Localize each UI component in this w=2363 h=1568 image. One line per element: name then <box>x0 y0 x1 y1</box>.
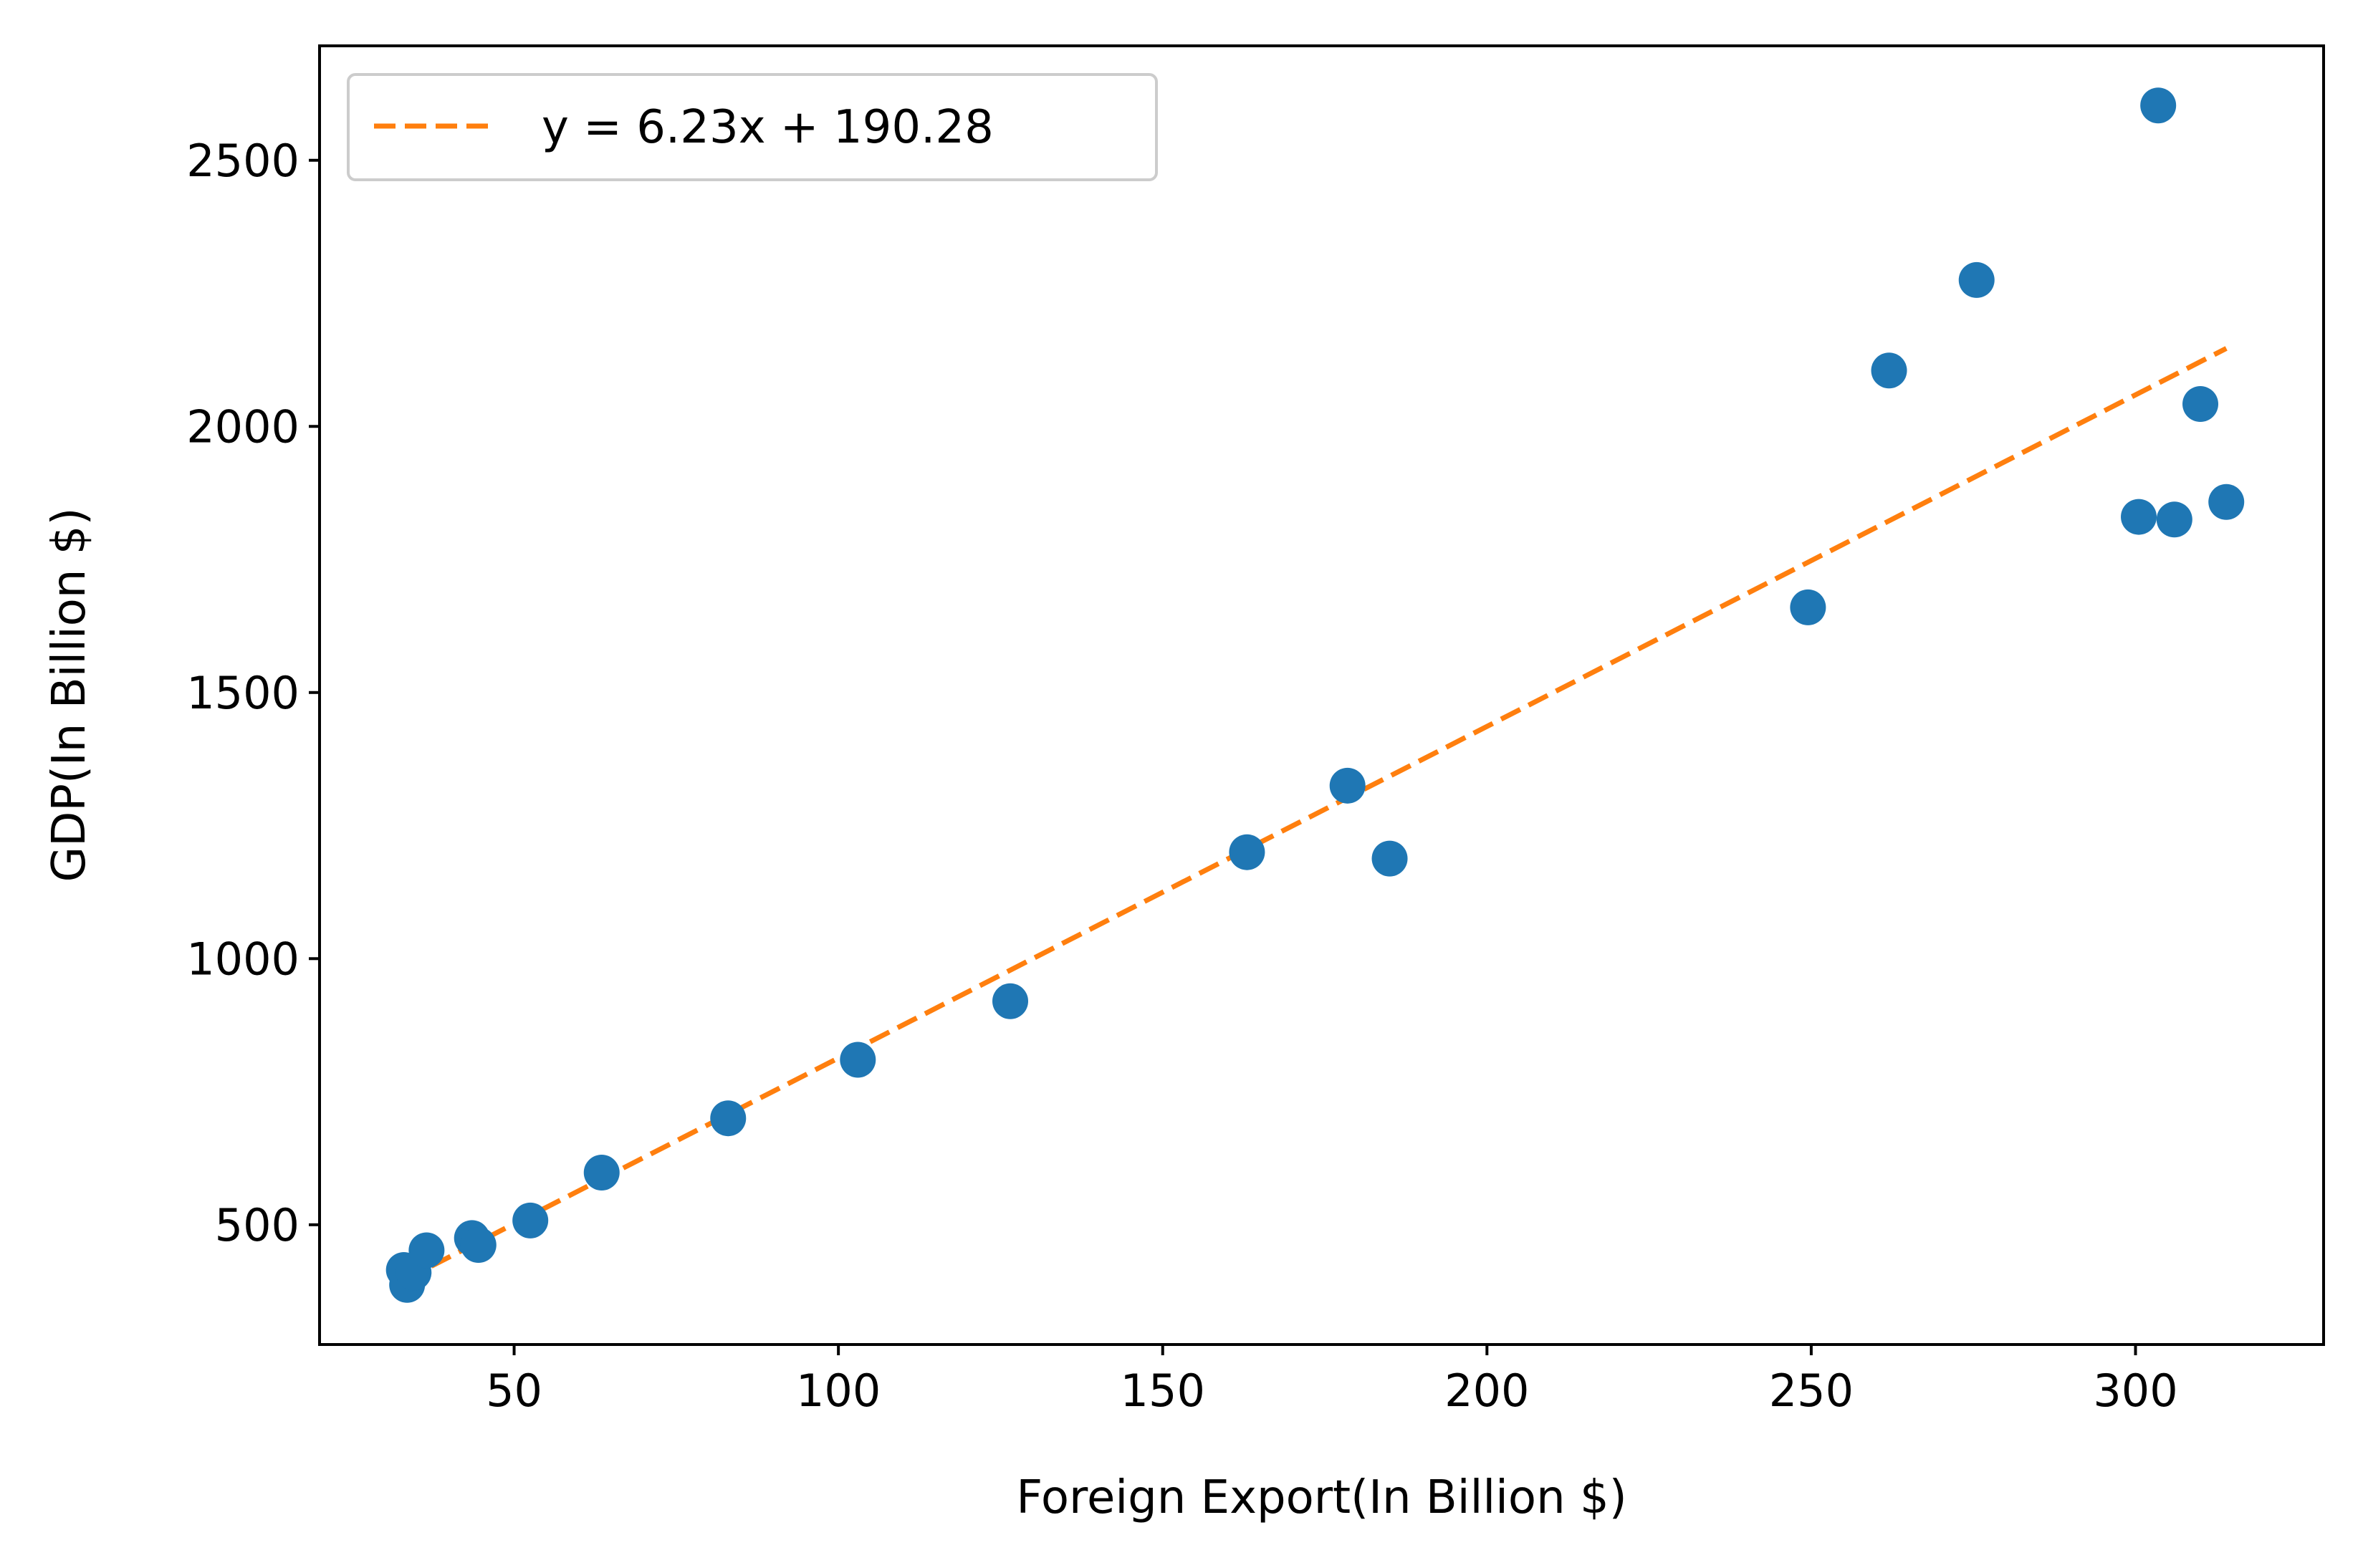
scatter-point <box>2156 501 2192 538</box>
x-tick-label: 200 <box>1444 1365 1529 1417</box>
x-tick-label: 100 <box>796 1365 881 1417</box>
y-axis-label: GDP(In Billion $) <box>43 508 96 882</box>
scatter-point <box>2121 499 2157 535</box>
scatter-point <box>710 1100 747 1137</box>
points-layer <box>385 87 2245 1303</box>
scatter-point <box>2140 87 2177 124</box>
scatter-point <box>1329 767 1366 804</box>
x-tick-label: 250 <box>1769 1365 1854 1417</box>
scatter-point <box>840 1042 876 1078</box>
fit-line <box>403 346 2228 1283</box>
y-tick-label: 2500 <box>186 135 299 187</box>
scatter-point <box>583 1155 620 1191</box>
y-tick-label: 1000 <box>186 933 299 985</box>
scatter-point <box>408 1232 445 1269</box>
fit-line-layer <box>403 346 2228 1283</box>
plot-frame <box>318 44 2325 1346</box>
scatter-point <box>1229 834 1265 870</box>
scatter-point <box>2208 484 2245 520</box>
plot-background <box>320 46 2324 1345</box>
x-tick-label: 150 <box>1121 1365 1205 1417</box>
y-tick-label: 2000 <box>186 400 299 453</box>
legend: y = 6.23x + 190.28 <box>347 73 1158 181</box>
x-axis-ticks: 50 100 150 200 250 300 <box>486 1345 2178 1417</box>
scatter-point <box>1958 261 1995 298</box>
x-tick-label: 300 <box>2093 1365 2177 1417</box>
scatter-point <box>2182 386 2219 423</box>
legend-entry-fit-line: y = 6.23x + 190.28 <box>542 101 994 154</box>
legend-box <box>347 73 1158 181</box>
scatter-point <box>992 983 1029 1019</box>
x-axis-label: Foreign Export(In Billion $) <box>1016 1471 1626 1524</box>
scatter-point <box>460 1227 497 1264</box>
y-axis-ticks: 500 1000 1500 2000 2500 <box>186 135 320 1251</box>
x-tick-label: 50 <box>486 1365 542 1417</box>
scatter-point <box>1790 589 1826 625</box>
y-tick-label: 1500 <box>186 667 299 719</box>
scatter-point <box>1871 352 1907 389</box>
plot-area <box>320 46 2324 1345</box>
scatter-point <box>512 1202 549 1238</box>
scatter-point <box>1371 840 1408 877</box>
y-tick-label: 500 <box>215 1199 299 1251</box>
